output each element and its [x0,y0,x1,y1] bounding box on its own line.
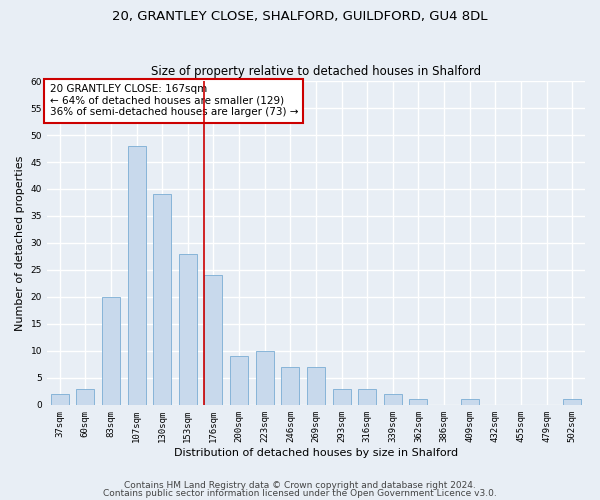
Bar [332,388,350,405]
Text: Contains public sector information licensed under the Open Government Licence v3: Contains public sector information licen… [103,488,497,498]
Text: 20, GRANTLEY CLOSE, SHALFORD, GUILDFORD, GU4 8DL: 20, GRANTLEY CLOSE, SHALFORD, GUILDFORD,… [112,10,488,23]
Bar [76,388,94,405]
Bar [384,394,402,405]
Bar [358,388,376,405]
Bar [128,146,146,405]
Bar [281,367,299,405]
X-axis label: Distribution of detached houses by size in Shalford: Distribution of detached houses by size … [174,448,458,458]
Bar [153,194,171,405]
Bar [256,351,274,405]
Title: Size of property relative to detached houses in Shalford: Size of property relative to detached ho… [151,66,481,78]
Bar [230,356,248,405]
Text: Contains HM Land Registry data © Crown copyright and database right 2024.: Contains HM Land Registry data © Crown c… [124,481,476,490]
Bar [461,400,479,405]
Bar [409,400,427,405]
Bar [51,394,68,405]
Bar [307,367,325,405]
Bar [205,276,223,405]
Bar [102,297,120,405]
Text: 20 GRANTLEY CLOSE: 167sqm
← 64% of detached houses are smaller (129)
36% of semi: 20 GRANTLEY CLOSE: 167sqm ← 64% of detac… [50,84,298,117]
Bar [563,400,581,405]
Bar [179,254,197,405]
Y-axis label: Number of detached properties: Number of detached properties [15,156,25,330]
